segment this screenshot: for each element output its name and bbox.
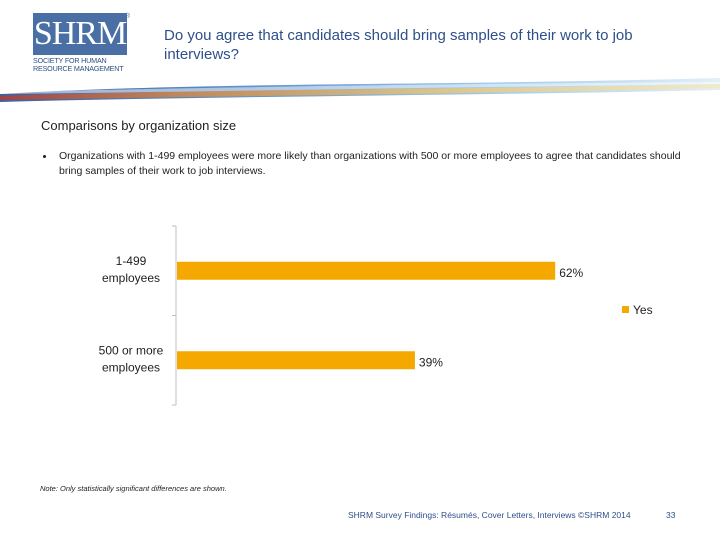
footer-text: SHRM Survey Findings: Résumés, Cover Let… [348, 510, 631, 520]
logo-subtitle: SOCIETY FOR HUMAN RESOURCE MANAGEMENT [33, 57, 129, 73]
bullet-point: Organizations with 1-499 employees were … [43, 149, 683, 179]
category-label-2: 500 or more [99, 343, 164, 357]
shrm-logo: SHRM ® SOCIETY FOR HUMAN RESOURCE MANAGE… [33, 13, 133, 73]
logo-letters: SHRM [33, 15, 127, 52]
logo-sub-line2: RESOURCE MANAGEMENT [33, 64, 124, 73]
page-number: 33 [666, 510, 676, 520]
header-banner [0, 78, 720, 102]
chart-note: Note: Only statistically significant dif… [40, 484, 227, 493]
bar-2 [177, 351, 415, 370]
data-label-1: 62% [559, 266, 583, 280]
data-label-2: 39% [419, 355, 443, 369]
section-subhead: Comparisons by organization size [41, 118, 237, 133]
logo-sub-line1: SOCIETY FOR HUMAN [33, 56, 107, 65]
category-label-2: employees [102, 360, 160, 374]
legend-swatch [622, 306, 629, 313]
bar-1 [177, 261, 556, 280]
bullet-text: Organizations with 1-499 employees were … [59, 150, 681, 177]
legend-label: Yes [633, 303, 653, 317]
bullet-dot [43, 155, 46, 158]
page-title: Do you agree that candidates should brin… [164, 27, 633, 63]
category-label-1: 1-499 [116, 254, 147, 268]
category-label-1: employees [102, 271, 160, 285]
logo-box: SHRM [33, 13, 127, 55]
logo-registered-mark: ® [125, 13, 131, 20]
